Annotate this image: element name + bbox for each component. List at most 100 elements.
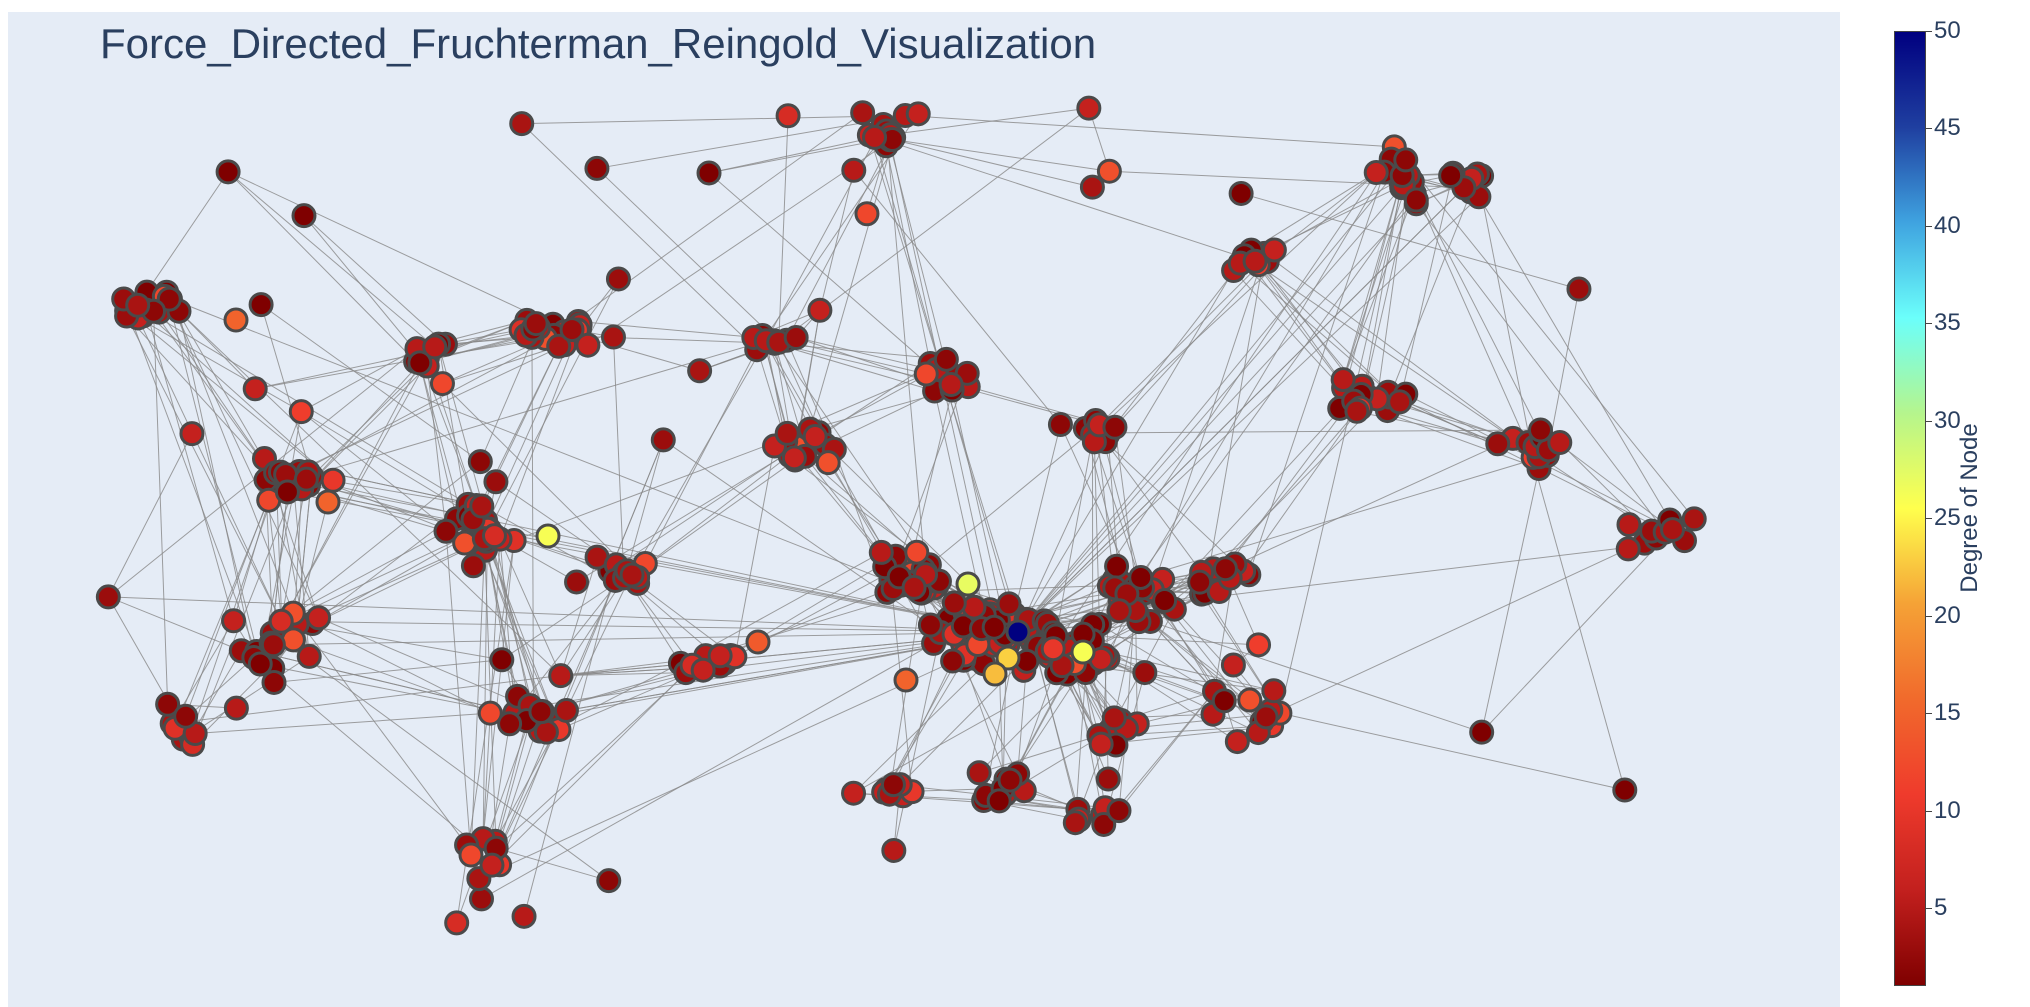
graph-node[interactable] (293, 205, 315, 227)
graph-node[interactable] (481, 854, 503, 876)
graph-node[interactable] (843, 782, 865, 804)
graph-node[interactable] (919, 614, 941, 636)
graph-node[interactable] (940, 374, 962, 396)
graph-node[interactable] (298, 645, 320, 667)
graph-node[interactable] (817, 452, 839, 474)
graph-node[interactable] (175, 705, 197, 727)
graph-node[interactable] (181, 423, 203, 445)
graph-node[interactable] (1683, 508, 1705, 530)
graph-node[interactable] (1103, 707, 1125, 729)
graph-node[interactable] (290, 401, 312, 423)
graph-node[interactable] (471, 495, 493, 517)
graph-node[interactable] (1189, 571, 1211, 593)
graph-node[interactable] (1471, 721, 1493, 743)
graph-node[interactable] (485, 471, 507, 493)
graph-node[interactable] (1365, 161, 1387, 183)
graph-node[interactable] (856, 203, 878, 225)
graph-node[interactable] (431, 373, 453, 395)
graph-node[interactable] (561, 319, 583, 341)
graph-node[interactable] (998, 593, 1020, 615)
graph-node[interactable] (785, 327, 807, 349)
graph-node[interactable] (1614, 779, 1636, 801)
graph-node[interactable] (1049, 414, 1071, 436)
graph-node[interactable] (598, 870, 620, 892)
graph-node[interactable] (249, 653, 271, 675)
graph-node-hub[interactable] (537, 525, 559, 547)
graph-node[interactable] (882, 774, 904, 796)
graph-node[interactable] (907, 103, 929, 125)
graph-node[interactable] (250, 294, 272, 316)
graph-node[interactable] (1090, 733, 1112, 755)
graph-node[interactable] (1064, 812, 1086, 834)
graph-node[interactable] (499, 713, 521, 735)
graph-node[interactable] (709, 645, 731, 667)
graph-node[interactable] (223, 610, 245, 632)
graph-node[interactable] (1239, 689, 1261, 711)
graph-node[interactable] (513, 905, 535, 927)
graph-node[interactable] (1108, 600, 1130, 622)
graph-node[interactable] (1104, 416, 1126, 438)
graph-node[interactable] (1098, 160, 1120, 182)
graph-node[interactable] (689, 360, 711, 382)
graph-node[interactable] (1405, 189, 1427, 211)
graph-node[interactable] (322, 469, 344, 491)
graph-node[interactable] (1213, 690, 1235, 712)
graph-node[interactable] (1332, 369, 1354, 391)
graph-node[interactable] (1263, 680, 1285, 702)
graph-node[interactable] (535, 721, 557, 743)
graph-node[interactable] (409, 352, 431, 374)
graph-node[interactable] (1226, 731, 1248, 753)
graph-node[interactable] (607, 268, 629, 290)
graph-node-hub[interactable] (225, 309, 247, 331)
graph-node[interactable] (1255, 706, 1277, 728)
plot-area[interactable] (8, 12, 1840, 1007)
graph-node-hub[interactable] (317, 491, 339, 513)
graph-node[interactable] (870, 541, 892, 563)
graph-node[interactable] (469, 451, 491, 473)
graph-node[interactable] (1134, 662, 1156, 684)
graph-node[interactable] (935, 348, 957, 370)
graph-node[interactable] (1130, 566, 1152, 588)
graph-node[interactable] (968, 762, 990, 784)
graph-node[interactable] (1097, 768, 1119, 790)
graph-node[interactable] (776, 422, 798, 444)
graph-node[interactable] (530, 701, 552, 723)
graph-node[interactable] (225, 697, 247, 719)
graph-node[interactable] (915, 363, 937, 385)
graph-node[interactable] (525, 313, 547, 335)
graph-node[interactable] (1248, 634, 1270, 656)
graph-node[interactable] (906, 541, 928, 563)
graph-node[interactable] (999, 769, 1021, 791)
graph-node[interactable] (1549, 431, 1571, 453)
graph-node[interactable] (1529, 419, 1551, 441)
graph-node[interactable] (127, 294, 149, 316)
graph-node[interactable] (809, 299, 831, 321)
graph-node-hub[interactable] (1072, 641, 1094, 663)
graph-node[interactable] (783, 447, 805, 469)
graph-node[interactable] (97, 586, 119, 608)
graph-node[interactable] (1106, 555, 1128, 577)
graph-node-hub[interactable] (984, 663, 1006, 685)
graph-node[interactable] (586, 157, 608, 179)
graph-node[interactable] (462, 555, 484, 577)
graph-node[interactable] (446, 912, 468, 934)
graph-node[interactable] (308, 607, 330, 629)
graph-node[interactable] (1662, 519, 1684, 541)
graph-node[interactable] (1244, 250, 1266, 272)
graph-node[interactable] (1618, 514, 1640, 536)
graph-node[interactable] (652, 429, 674, 451)
graph-node[interactable] (777, 105, 799, 127)
graph-node[interactable] (1346, 400, 1368, 422)
graph-node[interactable] (1042, 638, 1064, 660)
graph-node[interactable] (1568, 278, 1590, 300)
graph-node[interactable] (942, 650, 964, 672)
graph-node[interactable] (602, 326, 624, 348)
graph-node[interactable] (1108, 800, 1130, 822)
graph-node[interactable] (1222, 654, 1244, 676)
graph-node[interactable] (843, 159, 865, 181)
graph-node[interactable] (262, 634, 284, 656)
graph-node[interactable] (566, 571, 588, 593)
graph-node[interactable] (1487, 433, 1509, 455)
graph-node[interactable] (470, 888, 492, 910)
graph-node[interactable] (511, 113, 533, 135)
